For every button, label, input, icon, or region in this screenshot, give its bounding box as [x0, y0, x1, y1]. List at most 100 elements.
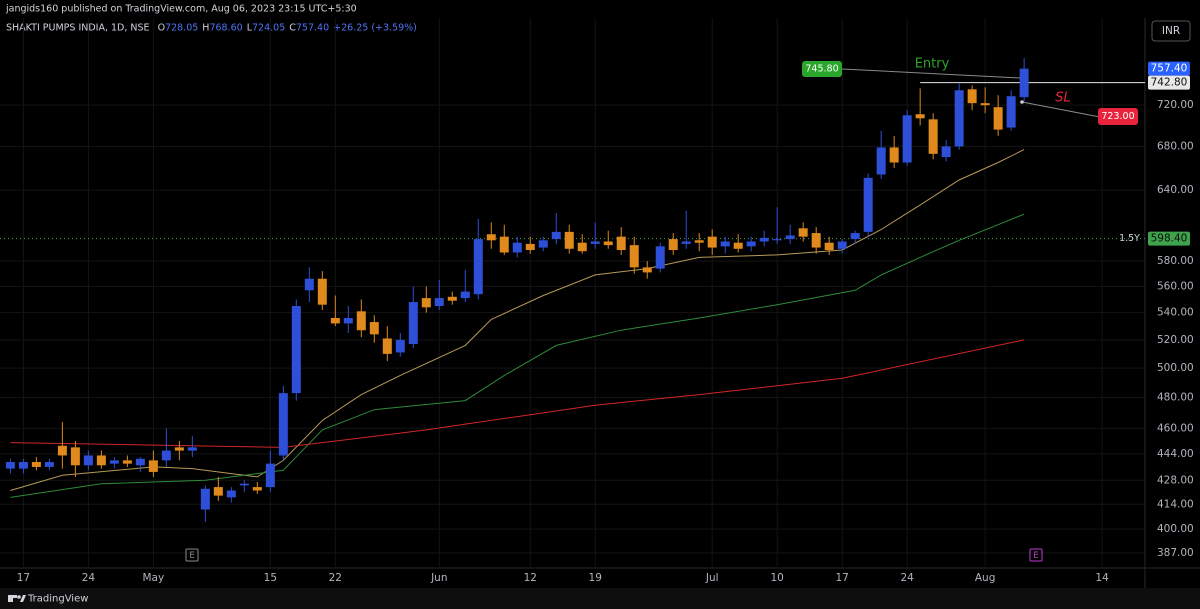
candle-body: [707, 236, 717, 248]
y-tick-label: 580.00: [1157, 255, 1194, 267]
event-label: E: [1033, 551, 1038, 561]
candle-body: [70, 447, 80, 466]
x-tick-label: 22: [329, 572, 342, 584]
y-tick-label: 414.00: [1157, 498, 1194, 510]
price-tag-label: 598.40: [1151, 233, 1188, 245]
candle-body: [382, 338, 392, 354]
candle-body: [954, 90, 964, 147]
candle-body: [655, 246, 665, 269]
candle-body: [876, 147, 886, 175]
candle-body: [512, 242, 522, 253]
y-tick-label: 460.00: [1157, 422, 1194, 434]
ohlc-value: 724.05: [252, 23, 285, 34]
candle-body: [1006, 96, 1016, 128]
candle-body: [967, 89, 977, 104]
annotation-line: [841, 68, 1021, 79]
candle-body: [902, 115, 912, 163]
entry-text: Entry: [915, 57, 950, 72]
candle-body: [265, 463, 275, 488]
x-tick-label: 15: [264, 572, 277, 584]
candle-body: [200, 488, 210, 510]
ohlc-value: 757.40: [296, 23, 329, 34]
y-tick-label: 500.00: [1157, 362, 1194, 374]
event-label: E: [189, 551, 194, 561]
price-tag: [1148, 61, 1190, 76]
symbol: SHAKTI PUMPS INDIA, 1D, NSE: [6, 23, 150, 34]
candle-body: [642, 267, 652, 273]
candle-body: [18, 462, 28, 469]
annotation-line: [1021, 101, 1101, 118]
candle-body: [733, 242, 743, 249]
candle-body: [239, 483, 249, 486]
candle-body: [850, 233, 860, 240]
candle-body: [161, 450, 171, 461]
candle-body: [291, 306, 301, 394]
brand: TradingView: [27, 594, 88, 605]
candle-body: [447, 296, 457, 301]
x-tick-label: Jun: [430, 572, 447, 584]
candle-body: [720, 241, 730, 247]
candle-body: [681, 241, 691, 244]
candle-body: [122, 460, 132, 464]
ohlc-legend: O 728.05 H 768.60 L 724.05 C 757.40 +26.25 (+3.5…: [158, 23, 417, 34]
x-tick-label: 12: [524, 572, 537, 584]
ohlc-value: 728.05: [165, 23, 198, 34]
currency-box[interactable]: [1151, 20, 1191, 42]
candle-body: [44, 462, 54, 467]
x-tick-label: 19: [589, 572, 602, 584]
candle-body: [551, 231, 561, 240]
ohlc-key: H: [202, 23, 209, 34]
anchor-dot: [1020, 100, 1024, 104]
candle-body: [564, 231, 574, 249]
candle-body: [434, 298, 444, 307]
x-tick-label: 17: [835, 572, 848, 584]
candle-body: [603, 241, 613, 246]
footer-bar: [0, 588, 1200, 609]
candle-body: [187, 447, 197, 451]
x-tick-label: 24: [82, 572, 96, 584]
candle-body: [252, 487, 262, 491]
change: +26.25 (+3.59%): [333, 23, 417, 34]
candle-body: [408, 302, 418, 345]
x-tick-label: 17: [17, 572, 30, 584]
y-tick-label: 387.00: [1157, 547, 1194, 559]
candle-body: [785, 235, 795, 240]
period-label: 1.5Y: [1119, 233, 1140, 244]
candle-body: [109, 460, 119, 464]
x-tick-label: Jul: [705, 572, 719, 584]
candle-body: [5, 462, 15, 469]
y-tick-label: 400.00: [1157, 523, 1194, 535]
candle-body: [525, 243, 535, 251]
currency[interactable]: INR: [1162, 25, 1180, 37]
candle-body: [343, 318, 353, 324]
candle-body: [174, 447, 184, 451]
candle-body: [837, 241, 847, 249]
x-tick-label: May: [143, 572, 165, 584]
ohlc-value: 768.60: [209, 23, 242, 34]
price-tag-label: 757.40: [1151, 63, 1188, 75]
candle-body: [421, 298, 431, 308]
candle-body: [330, 318, 340, 324]
candle-body: [278, 393, 288, 456]
candle-body: [57, 445, 67, 456]
price-tag: [1148, 231, 1190, 246]
y-tick-label: 520.00: [1157, 334, 1194, 346]
sl-tag-label: 723.00: [1101, 111, 1134, 122]
entry-tag-label: 745.80: [805, 64, 838, 75]
price-tag-label: 742.80: [1151, 77, 1188, 89]
candle-body: [941, 146, 951, 158]
y-tick-label: 480.00: [1157, 392, 1194, 404]
candle-body: [993, 107, 1003, 130]
candle-body: [135, 458, 145, 466]
candle-body: [798, 228, 808, 237]
candle-body: [356, 311, 366, 331]
candle-body: [863, 177, 873, 232]
candle-body: [460, 291, 470, 299]
candle-body: [928, 119, 938, 154]
y-tick-label: 428.00: [1157, 474, 1194, 486]
candle-body: [824, 242, 834, 251]
candle-body: [616, 236, 626, 251]
x-tick-label: 14: [1095, 572, 1109, 584]
